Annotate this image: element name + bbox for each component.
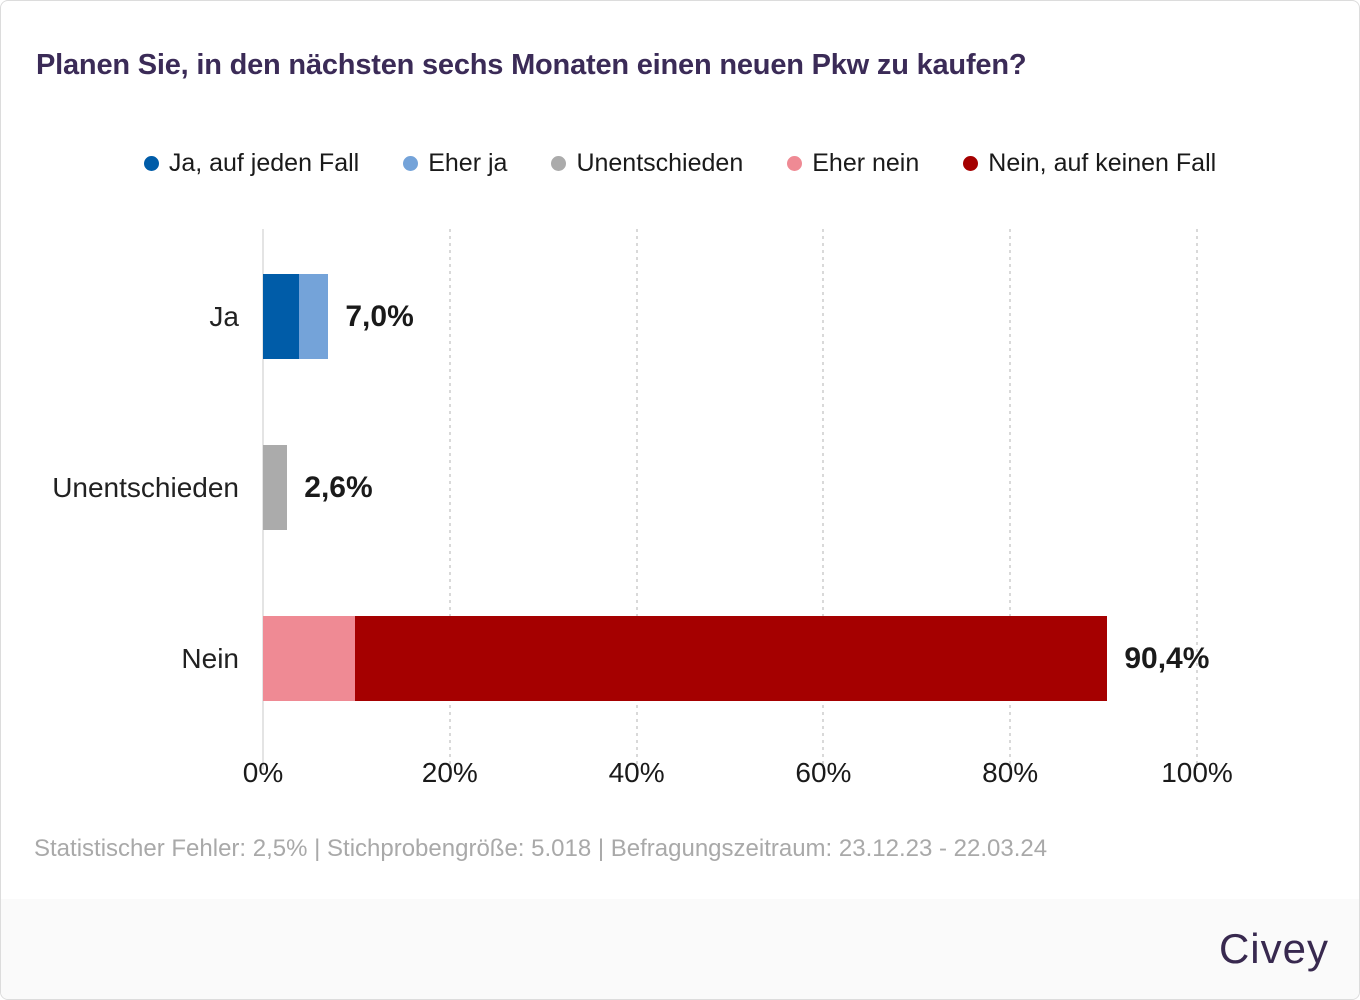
value-label-nein: 90,4% xyxy=(1124,641,1210,675)
gridline-60 xyxy=(822,229,825,769)
x-axis: 0% 20% 40% 60% 80% 100% xyxy=(243,757,1233,797)
x-tick-40: 40% xyxy=(608,757,665,788)
legend-dot-icon xyxy=(787,156,803,171)
bar-segment-unentschieden xyxy=(263,445,288,530)
legend-dot-icon xyxy=(403,156,419,171)
value-label-ja: 7,0% xyxy=(345,299,414,333)
legend-item-unentschieden: Unentschieden xyxy=(551,149,743,178)
legend-item-ja-auf-jeden-fall: Ja, auf jeden Fall xyxy=(143,149,360,178)
category-label-unentschieden: Unentschieden xyxy=(52,471,239,503)
x-tick-80: 80% xyxy=(982,757,1039,788)
gridline-20 xyxy=(448,229,451,769)
bar-segment-eher-ja xyxy=(299,274,329,359)
gridline-100 xyxy=(1196,229,1198,769)
legend-item-eher-ja: Eher ja xyxy=(403,149,507,178)
bar-row-ja xyxy=(263,274,329,359)
bar-segment-ja-auf-jeden-fall xyxy=(263,274,300,359)
legend-item-eher-nein: Eher nein xyxy=(787,149,919,178)
legend-dot-icon xyxy=(963,156,979,171)
gridline-40 xyxy=(635,229,638,769)
bar-segment-eher-nein xyxy=(263,616,356,701)
survey-metadata: Statistischer Fehler: 2,5% | Stichproben… xyxy=(34,835,1048,862)
legend-dot-icon xyxy=(143,156,159,171)
civey-logo: Civey xyxy=(1218,925,1329,972)
bar-segment-nein-auf-keinen-fall xyxy=(355,616,1108,701)
legend: Ja, auf jeden Fall Eher ja Unentschieden Eh… xyxy=(1,149,1359,178)
bar-row-unentschieden xyxy=(263,445,288,530)
category-axis: Ja Unentschieden Nein xyxy=(1,229,239,753)
legend-dot-icon xyxy=(551,156,567,171)
legend-item-label: Ja, auf jeden Fall xyxy=(168,149,360,177)
page-title: Planen Sie, in den nächsten sechs Monate… xyxy=(36,49,1027,81)
legend-item-label: Eher nein xyxy=(812,149,920,177)
value-label-unentschieden: 2,6% xyxy=(304,470,373,504)
bar-row-nein xyxy=(263,616,1108,701)
category-label-ja: Ja xyxy=(209,300,239,332)
gridline-80 xyxy=(1009,229,1012,769)
x-tick-0: 0% xyxy=(242,757,284,788)
x-tick-20: 20% xyxy=(421,757,478,788)
footer-band: Civey xyxy=(1,899,1359,999)
legend-item-label: Eher ja xyxy=(428,149,508,177)
legend-item-label: Unentschieden xyxy=(576,149,744,177)
legend-item-nein-auf-keinen-fall: Nein, auf keinen Fall xyxy=(963,149,1216,178)
bar-chart-plot: 7,0% 2,6% 90,4% xyxy=(262,229,1209,769)
legend-item-label: Nein, auf keinen Fall xyxy=(988,149,1217,177)
x-tick-60: 60% xyxy=(795,757,852,788)
category-label-nein: Nein xyxy=(181,642,239,674)
x-tick-100: 100% xyxy=(1161,757,1233,788)
